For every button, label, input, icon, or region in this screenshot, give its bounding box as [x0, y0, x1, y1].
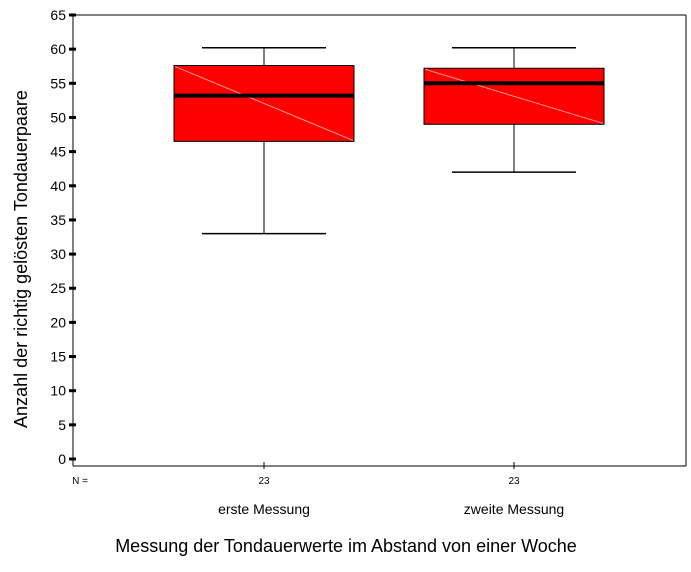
y-tick-label: 45: [50, 144, 66, 160]
y-tick-label: 0: [58, 451, 66, 467]
y-tick-label: 10: [50, 383, 66, 399]
n-prefix-label: N =: [72, 476, 88, 487]
y-axis-title: Anzahl der richtig gelösten Tondauerpaar…: [11, 90, 31, 428]
box-shine-line: [424, 68, 604, 124]
box-2: [423, 47, 605, 173]
x-axis-title: Messung der Tondauerwerte im Abstand von…: [115, 536, 577, 556]
n-count-label: 23: [258, 476, 270, 487]
box-shine-line: [174, 66, 354, 141]
y-tick-label: 30: [50, 246, 66, 262]
y-tick-label: 55: [50, 75, 66, 91]
box-1: [173, 47, 355, 235]
x-axis-labels: 23 erste Messung 23 zweite Messung: [218, 462, 564, 517]
y-axis-ticks: 0 5 10 15 20 25 30 35 40 45 50 55 60 65: [50, 7, 76, 467]
y-tick-label: 35: [50, 212, 66, 228]
y-tick-label: 40: [50, 178, 66, 194]
box-plot-boxes: [173, 47, 605, 235]
y-tick-label: 60: [50, 41, 66, 57]
category-label: erste Messung: [218, 501, 310, 517]
y-tick-label: 5: [58, 417, 66, 433]
y-tick-label: 65: [50, 7, 66, 23]
y-tick-label: 20: [50, 314, 66, 330]
y-tick-label: 50: [50, 109, 66, 125]
y-tick-label: 25: [50, 280, 66, 296]
category-label: zweite Messung: [464, 501, 564, 517]
y-tick-label: 15: [50, 349, 66, 365]
n-count-label: 23: [508, 476, 520, 487]
